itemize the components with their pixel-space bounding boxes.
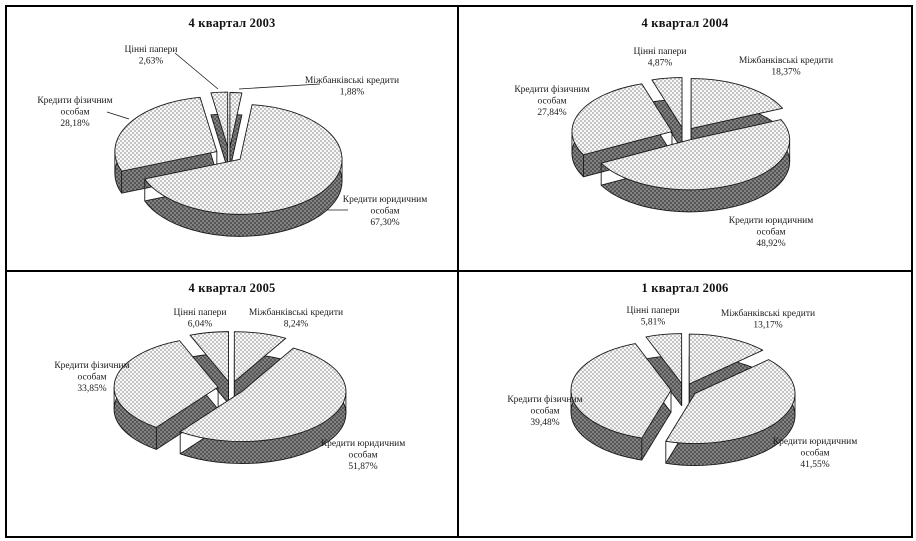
slice-label: Цінні папери 2,63% — [125, 45, 178, 67]
chart-panel-q1-2006: Міжбанківські кредити 13,17% Кредити юриди… — [459, 272, 911, 536]
slice-label: Кредити фізичним особам 33,85% — [54, 360, 129, 394]
chart-panel-q4-2005: Міжбанківські кредити 8,24% Кредити юридич… — [7, 272, 459, 536]
pie-slice — [229, 92, 243, 170]
pie-slice — [144, 104, 343, 237]
chart-panel-q4-2003: Міжбанківські кредити 1,88% Кредити юридич… — [7, 7, 459, 272]
pie-slice — [179, 347, 347, 465]
pie-chart-q4-2003: Міжбанківські кредити 1,88% Кредити юридич… — [37, 45, 428, 237]
slice-label: Кредити фізичним особам 39,48% — [507, 394, 582, 428]
slice-label: Міжбанківські кредити 8,24% — [249, 307, 343, 330]
label-leader-line — [238, 83, 321, 90]
slice-label: Цінні папери 5,81% — [627, 306, 680, 328]
pie-slice — [600, 119, 791, 213]
slice-label: Кредити юридичним особам 67,30% — [343, 195, 428, 228]
pie-chart-q1-2006: Міжбанківські кредити 13,17% Кредити юриди… — [507, 306, 858, 470]
slice-label: Цінні папери 4,87% — [634, 47, 687, 69]
pie-chart-q4-2004: Міжбанківські кредити 18,37% Кредити юриди… — [514, 47, 833, 249]
chart-title-q4-2005: 4 квартал 2005 — [188, 281, 276, 295]
pie-chart-q4-2005: Міжбанківські кредити 8,24% Кредити юридич… — [54, 307, 406, 472]
chart-title-q4-2004: 4 квартал 2004 — [641, 16, 729, 30]
pie-slice — [113, 340, 219, 450]
slice-label: Міжбанківські кредити 1,88% — [305, 75, 399, 98]
pie-slice — [665, 359, 796, 466]
slice-label: Кредити фізичним особам 27,84% — [514, 84, 589, 118]
slice-label: Цінні папери 6,04% — [174, 308, 227, 330]
slice-label: Кредити юридичним особам 51,87% — [321, 439, 406, 472]
label-leader-line — [106, 111, 130, 120]
chart-grid: Міжбанківські кредити 1,88% Кредити юридич… — [5, 5, 913, 538]
slice-label: Кредити юридичним особам 48,92% — [729, 216, 814, 249]
slice-label: Кредити фізичним особам 28,18% — [37, 95, 112, 129]
chart-panel-q4-2004: Міжбанківські кредити 18,37% Кредити юриди… — [459, 7, 911, 272]
chart-title-q1-2006: 1 квартал 2006 — [641, 281, 729, 295]
chart-title-q4-2003: 4 квартал 2003 — [188, 16, 276, 30]
slice-label: Міжбанківські кредити 18,37% — [739, 55, 833, 78]
pie-slice — [570, 343, 672, 461]
slice-label: Кредити юридичним особам 41,55% — [773, 437, 858, 470]
pie-slice — [210, 91, 229, 170]
label-leader-line — [174, 52, 219, 90]
slice-label: Міжбанківські кредити 13,17% — [721, 308, 815, 331]
